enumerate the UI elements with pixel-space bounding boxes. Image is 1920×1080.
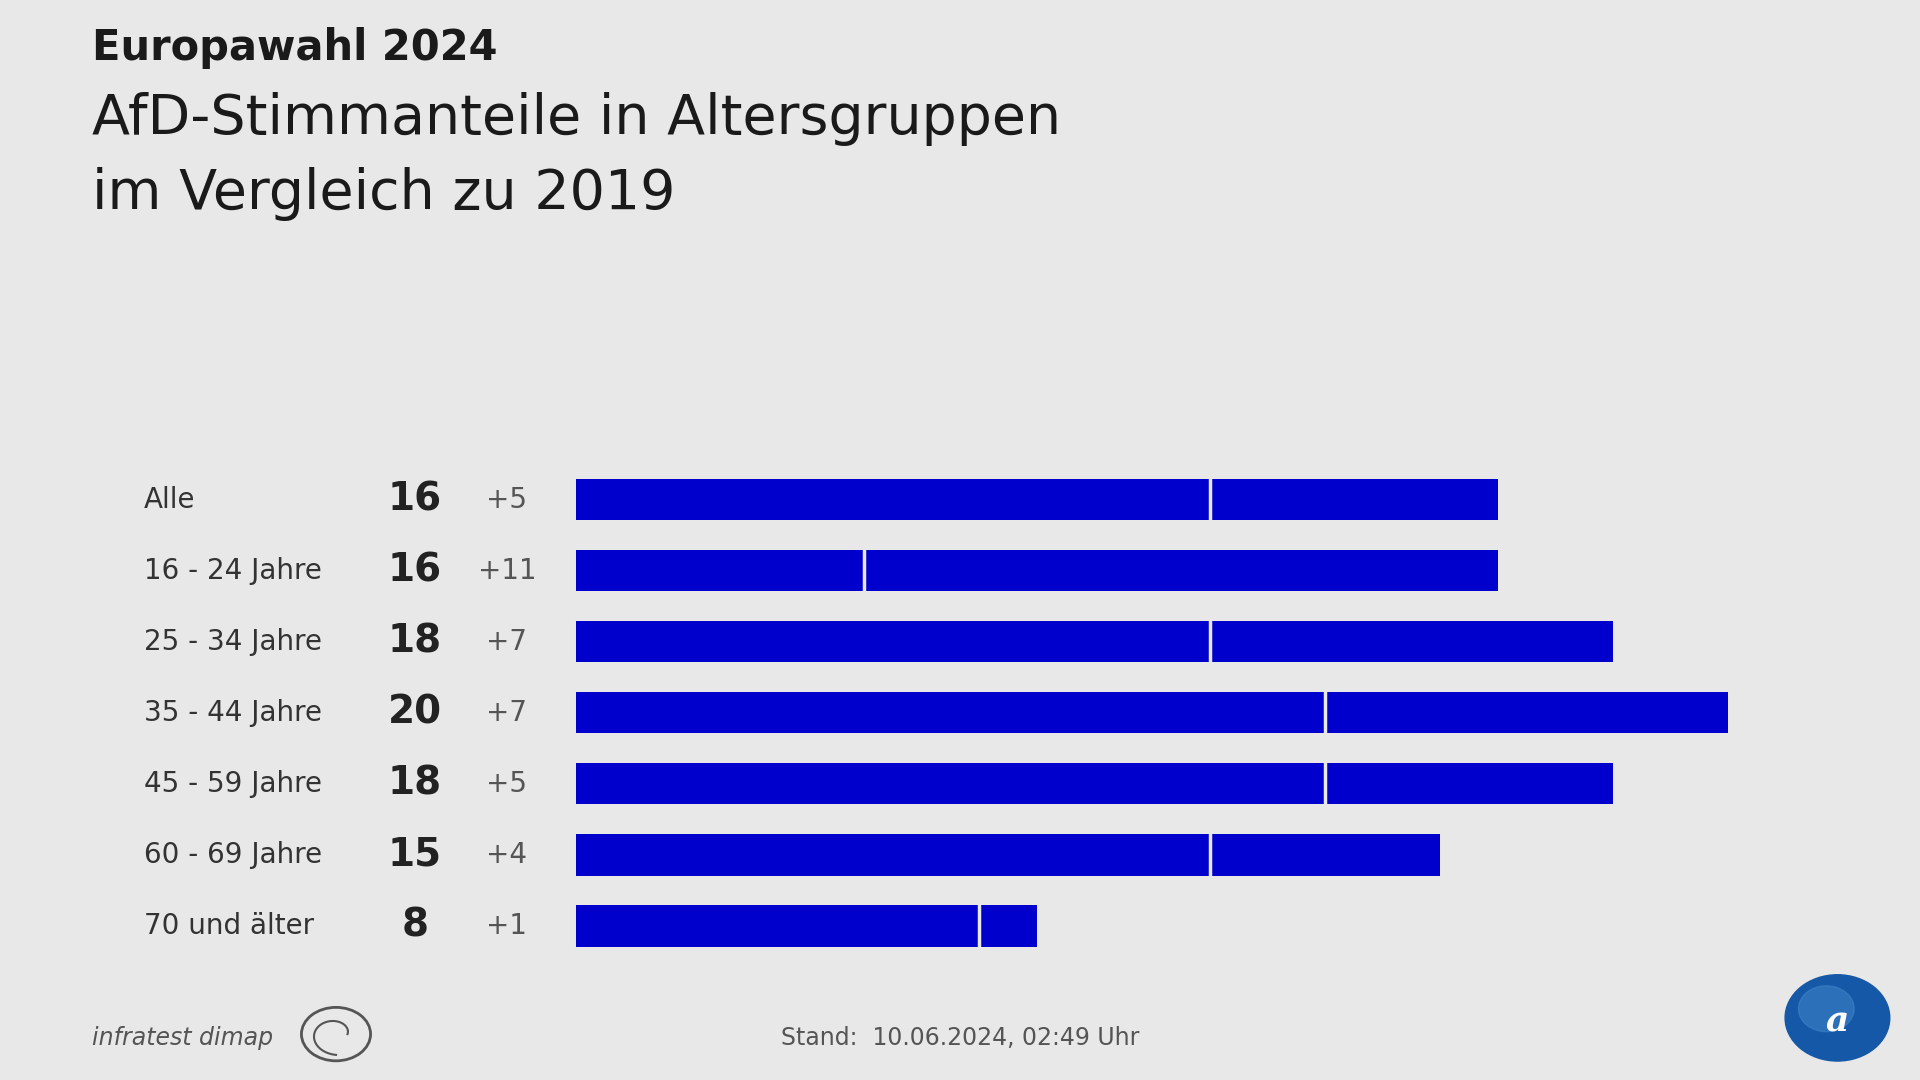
Text: infratest dimap: infratest dimap <box>92 1026 273 1050</box>
Text: 70 und älter: 70 und älter <box>144 912 315 940</box>
Text: +1: +1 <box>486 912 528 940</box>
Text: im Vergleich zu 2019: im Vergleich zu 2019 <box>92 167 676 221</box>
Bar <box>576 692 1728 733</box>
Bar <box>576 550 1498 592</box>
Text: Europawahl 2024: Europawahl 2024 <box>92 27 497 69</box>
Text: 16: 16 <box>388 552 442 590</box>
Text: +7: +7 <box>486 627 528 656</box>
Text: 16: 16 <box>388 481 442 518</box>
Text: 60 - 69 Jahre: 60 - 69 Jahre <box>144 841 323 869</box>
Text: +11: +11 <box>478 556 536 584</box>
Text: 8: 8 <box>401 907 428 945</box>
Text: +5: +5 <box>486 486 528 514</box>
Bar <box>576 905 1037 946</box>
Text: AfD-Stimmanteile in Altersgruppen: AfD-Stimmanteile in Altersgruppen <box>92 92 1062 146</box>
Text: 16 - 24 Jahre: 16 - 24 Jahre <box>144 556 323 584</box>
Bar <box>576 621 1613 662</box>
Text: 25 - 34 Jahre: 25 - 34 Jahre <box>144 627 323 656</box>
Text: 18: 18 <box>388 765 442 802</box>
Text: Alle: Alle <box>144 486 196 514</box>
Text: 15: 15 <box>388 836 442 874</box>
Text: 18: 18 <box>388 623 442 661</box>
Text: +5: +5 <box>486 770 528 798</box>
Bar <box>576 480 1498 521</box>
Text: Stand:  10.06.2024, 02:49 Uhr: Stand: 10.06.2024, 02:49 Uhr <box>781 1026 1139 1050</box>
Bar <box>576 834 1440 876</box>
Text: 35 - 44 Jahre: 35 - 44 Jahre <box>144 699 323 727</box>
Text: 20: 20 <box>388 693 442 732</box>
Text: a: a <box>1826 1004 1849 1039</box>
Bar <box>576 764 1613 805</box>
Text: +4: +4 <box>486 841 528 869</box>
Text: +7: +7 <box>486 699 528 727</box>
Circle shape <box>1786 975 1889 1061</box>
Text: 45 - 59 Jahre: 45 - 59 Jahre <box>144 770 323 798</box>
Circle shape <box>1799 986 1855 1031</box>
